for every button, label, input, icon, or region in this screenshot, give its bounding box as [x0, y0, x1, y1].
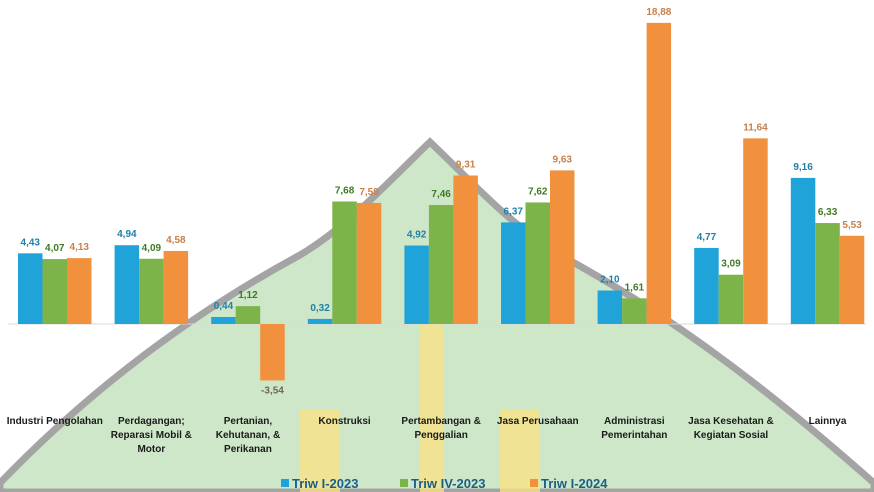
bar-triw-i-2024-industri-pengolahan [67, 258, 92, 324]
category-label: Jasa Kesehatan & Kegiatan Sosial [688, 416, 774, 441]
data-label: 3,09 [721, 259, 741, 270]
bar-triw-iv-2023-pertanian-kehutanan-perikanan [235, 306, 261, 324]
bar-triw-iv-2023-industri-pengolahan [42, 259, 67, 324]
bar-triw-i-2023-perdagangan-reparasi-mobil-motor [114, 245, 140, 324]
bar-triw-iv-2023-konstruksi [332, 201, 357, 324]
data-label: 6,33 [818, 207, 838, 218]
bar-triw-i-2024-lainnya [839, 235, 865, 324]
data-label: 7,59 [359, 187, 379, 198]
bar-triw-i-2024-jasa-kesehatan-kegiatan-sosial [743, 138, 768, 324]
data-label: -3,54 [261, 385, 284, 396]
bar-triw-i-2023-jasa-kesehatan-kegiatan-sosial [694, 247, 719, 324]
data-label: 1,12 [238, 290, 258, 301]
legend-label-triw-i-2024: Triw I-2024 [541, 476, 608, 491]
category-label: Konstruksi [318, 416, 370, 427]
category-label: Lainnya [809, 416, 847, 427]
legend-swatch-triw-i-2024 [530, 479, 538, 487]
bar-triw-i-2024-pertanian-kehutanan-perikanan [260, 324, 285, 381]
bar-triw-iv-2023-jasa-kesehatan-kegiatan-sosial [718, 274, 744, 324]
data-label: 11,64 [743, 122, 768, 133]
bar-triw-i-2023-administrasi-pemerintahan [597, 290, 623, 324]
data-label: 4,58 [166, 235, 186, 246]
data-label: 18,88 [646, 7, 671, 18]
data-label: 0,32 [310, 303, 330, 314]
data-label: 0,44 [214, 301, 234, 312]
category-label: Jasa Perusahaan [497, 416, 579, 427]
bar-triw-i-2023-konstruksi [307, 318, 333, 324]
bar-triw-i-2023-jasa-perusahaan [501, 222, 526, 324]
bar-triw-i-2024-administrasi-pemerintahan [646, 22, 672, 324]
category-label: Administrasi Pemerintahan [601, 416, 667, 441]
bar-triw-i-2024-pertambangan-penggalian [453, 175, 478, 324]
data-label: 9,31 [456, 160, 476, 171]
bar-triw-iv-2023-jasa-perusahaan [525, 202, 550, 324]
legend-swatch-triw-i-2023 [281, 479, 289, 487]
legend-label-triw-i-2023: Triw I-2023 [292, 476, 358, 491]
data-label: 4,09 [142, 243, 162, 254]
bar-triw-iv-2023-perdagangan-reparasi-mobil-motor [139, 258, 164, 324]
data-label: 7,68 [335, 186, 355, 197]
legend-swatch-triw-iv-2023 [400, 479, 408, 487]
data-label: 7,62 [528, 186, 548, 197]
category-label: Pertanian, Kehutanan, & Perikanan [216, 416, 280, 455]
data-label: 2,10 [600, 275, 620, 286]
bar-triw-i-2023-pertanian-kehutanan-perikanan [211, 316, 236, 324]
bar-triw-i-2024-perdagangan-reparasi-mobil-motor [163, 250, 189, 324]
bar-triw-iv-2023-pertambangan-penggalian [428, 205, 454, 324]
data-label: 4,43 [21, 237, 41, 248]
data-label: 9,16 [793, 162, 813, 173]
data-label: 4,07 [45, 243, 65, 254]
bar-triw-i-2023-pertambangan-penggalian [404, 245, 429, 324]
data-label: 4,94 [117, 229, 137, 240]
category-label: Pertambangan & Penggalian [401, 416, 480, 441]
data-label: 1,61 [625, 282, 645, 293]
legend-label-triw-iv-2023: Triw IV-2023 [411, 476, 485, 491]
data-label: 5,53 [842, 220, 862, 231]
data-label: 4,92 [407, 230, 427, 241]
bar-triw-iv-2023-lainnya [815, 223, 840, 324]
bar-triw-i-2023-industri-pengolahan [18, 253, 43, 324]
category-label: Industri Pengolahan [7, 416, 103, 427]
data-label: 9,63 [553, 154, 573, 165]
data-label: 7,46 [431, 189, 451, 200]
bar-triw-i-2024-jasa-perusahaan [550, 170, 575, 324]
category-label: Perdagangan; Reparasi Mobil & Motor [111, 416, 192, 455]
bar-triw-iv-2023-administrasi-pemerintahan [622, 298, 647, 324]
data-label: 4,13 [70, 242, 90, 253]
data-label: 6,37 [504, 206, 524, 217]
bar-triw-i-2023-lainnya [790, 177, 816, 324]
data-label: 4,77 [697, 232, 717, 243]
bar-triw-i-2024-konstruksi [356, 202, 382, 324]
